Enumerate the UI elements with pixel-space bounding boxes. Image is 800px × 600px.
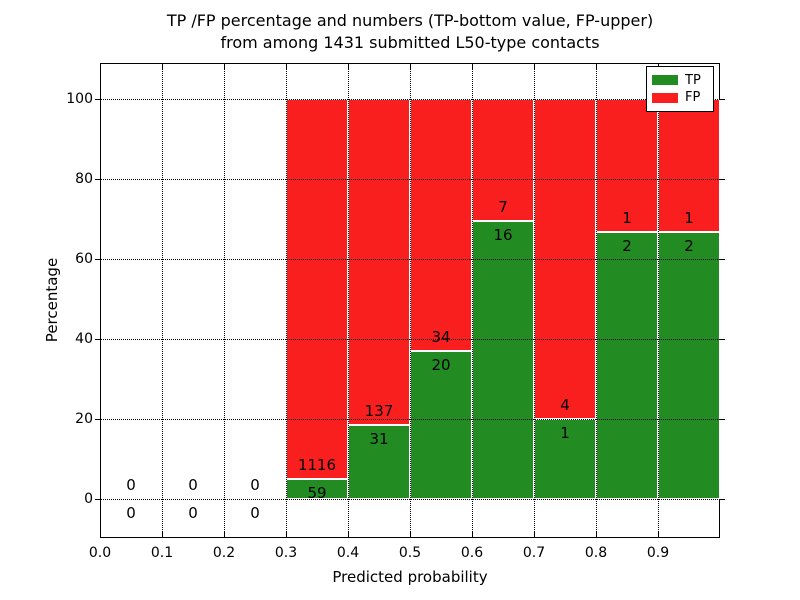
y-tick-label: 60 [75,251,93,267]
bar-segment-fp [286,99,348,479]
legend-swatch-tp [652,75,678,86]
x-tick-label: 0.0 [88,545,112,561]
y-tick-right [720,259,725,260]
x-tick-label: 0.3 [274,545,298,561]
bar-segment-tp [596,232,658,499]
x-tick-label: 0.8 [584,545,608,561]
x-tick-bottom [286,532,287,537]
y-tick-label: 0 [84,491,93,507]
bar-count-tp: 59 [307,483,327,502]
y-tick-left [95,419,100,420]
x-tick-top [100,64,101,69]
legend-row-fp: FP [652,91,708,104]
y-tick-right [720,339,725,340]
y-tick-right [720,419,725,420]
bar-count-fp: 1 [622,209,632,228]
x-tick-top [472,64,473,69]
bar-count-tp: 0 [126,504,136,522]
x-tick-bottom [348,532,349,537]
bar-count-fp: 1 [684,209,694,228]
gridline-vertical [596,63,597,538]
bar-count-fp: 137 [364,402,394,421]
x-tick-bottom [596,532,597,537]
bar-count-fp: 0 [126,476,136,494]
chart-title: TP /FP percentage and numbers (TP-bottom… [100,10,720,54]
y-tick-right [720,499,725,500]
gridline-vertical [472,63,473,538]
y-tick-label: 100 [66,91,93,107]
bar-count-tp: 16 [493,225,513,244]
x-tick-bottom [224,532,225,537]
x-tick-label: 0.4 [336,545,360,561]
y-tick-label: 40 [75,331,93,347]
x-tick-label: 0.1 [150,545,174,561]
bar-count-fp: 7 [498,197,508,216]
bar-segment-tp [658,232,720,499]
x-tick-bottom [162,532,163,537]
x-tick-top [596,64,597,69]
x-tick-top [534,64,535,69]
x-tick-bottom [410,532,411,537]
gridline-vertical [162,63,163,538]
gridline-vertical [658,63,659,538]
bar-count-tp: 1 [560,424,570,442]
y-tick-left [95,339,100,340]
x-tick-bottom [534,532,535,537]
x-tick-label: 0.5 [398,545,422,561]
x-tick-label: 0.7 [522,545,546,561]
x-tick-top [410,64,411,69]
x-axis-label: Predicted probability [332,568,488,586]
x-tick-top [162,64,163,69]
gridline-vertical [224,63,225,538]
bar-segment-fp [596,99,658,233]
bar-count-tp: 0 [250,504,260,522]
bar-count-tp: 2 [684,237,694,256]
y-tick-left [95,259,100,260]
bar-count-fp: 4 [560,396,570,414]
x-tick-top [348,64,349,69]
legend-label-tp: TP [685,72,701,88]
bar-count-fp: 34 [431,327,451,346]
bar-segment-tp [410,350,472,499]
legend-swatch-fp [652,92,678,103]
legend-row-tp: TP [652,74,708,87]
bar-count-fp: 1116 [297,455,337,474]
legend-label-fp: FP [685,90,701,106]
bar-count-tp: 0 [188,504,198,522]
bar-segment-tp [348,425,410,499]
bar-count-tp: 2 [622,237,632,256]
x-tick-bottom [472,532,473,537]
y-tick-left [95,99,100,100]
x-tick-top [286,64,287,69]
bar-count-tp: 31 [369,430,389,449]
x-tick-bottom [100,532,101,537]
chart-title-line2: from among 1431 submitted L50-type conta… [220,33,600,52]
bar-segment-tp [472,220,534,499]
bar-segment-fp [348,99,410,426]
y-tick-right [720,99,725,100]
x-tick-label: 0.9 [646,545,670,561]
y-tick-left [95,499,100,500]
y-tick-label: 80 [75,171,93,187]
gridline-vertical [348,63,349,538]
y-axis-label: Percentage [43,257,61,343]
y-tick-left [95,179,100,180]
x-tick-bottom [658,532,659,537]
chart-title-line1: TP /FP percentage and numbers (TP-bottom… [166,11,654,30]
legend: TP FP [646,66,714,112]
gridline-vertical [534,63,535,538]
bar-segment-fp [410,99,472,351]
y-tick-right [720,179,725,180]
x-tick-top [224,64,225,69]
gridline-vertical [410,63,411,538]
x-tick-label: 0.2 [212,545,236,561]
x-tick-label: 0.6 [460,545,484,561]
gridline-vertical [286,63,287,538]
bar-count-fp: 0 [188,476,198,494]
bar-count-fp: 0 [250,476,260,494]
y-tick-label: 20 [75,411,93,427]
bar-count-tp: 20 [431,355,451,374]
